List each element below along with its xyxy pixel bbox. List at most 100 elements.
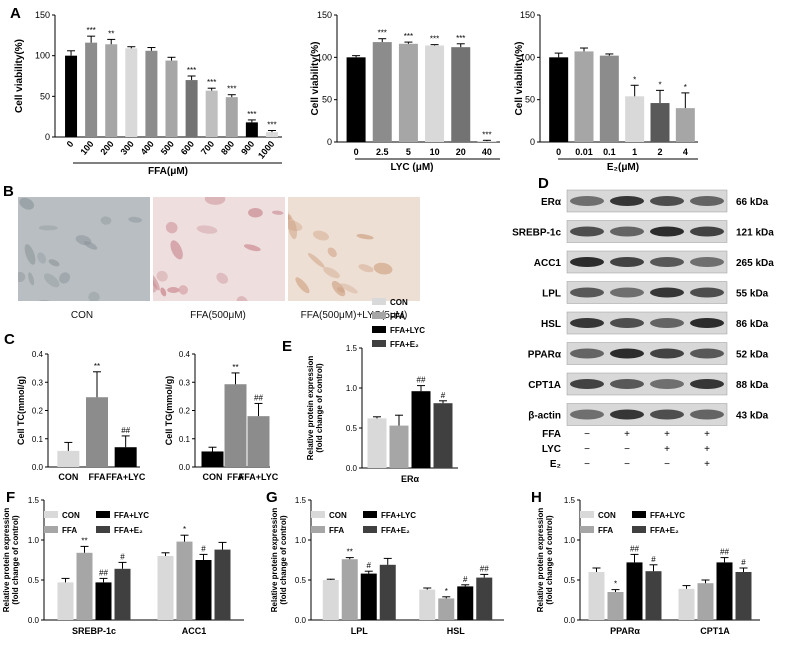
bar [419,589,436,620]
legend-swatch [372,312,386,319]
bar [205,90,218,137]
y-tick-label: 0.0 [564,616,576,625]
bar [379,564,396,620]
legend-label: FFA [329,526,344,535]
legend-swatch [580,526,594,533]
y-tick-label: 0.0 [179,463,191,472]
chart-A3: 0 50 100 150 Cell viability(%) 0 0.01 0.1 * 1 * 2 * 4… [514,10,698,173]
bar [341,559,358,620]
legend-label: FFA+E₂ [390,340,419,349]
blot-band [650,348,684,359]
blot-band [610,409,644,420]
protein-label: HSL [541,319,561,330]
significance-mark: * [658,80,661,89]
kda-label: 88 kDa [736,380,769,391]
y-tick-label: 100 [520,52,535,62]
blot-band [610,257,644,267]
cell [248,207,263,218]
kda-label: 55 kDa [736,289,769,300]
cell [196,225,218,234]
micrograph-background [288,197,420,301]
x-tick-label: PPARα [610,626,640,636]
y-tick-label: 0.3 [179,378,191,387]
y-tick-label: 0.0 [295,616,307,625]
blot-band [610,226,644,237]
kda-label: 43 kDa [736,411,769,422]
blot-band [690,348,724,359]
blot-band [650,226,684,237]
cell [170,240,183,260]
cell [295,277,310,294]
x-tick-label: 0 [65,139,76,149]
blot-strip [566,342,728,365]
blot-strip [566,311,728,335]
bar [607,592,624,620]
blot-band [570,348,604,359]
legend-label: FFA [598,526,613,535]
y-tick-label: 1.5 [564,496,576,505]
x-tick-label: 100 [78,139,95,157]
blot-band [650,318,684,328]
blot-band [650,196,684,206]
kda-label: 265 kDa [736,258,774,269]
significance-mark: ## [254,393,263,402]
x-tick-label: 1000 [256,139,277,161]
condition-label: E₂ [550,459,561,470]
y-axis-label: Cell viability(%) [514,42,525,116]
cell [28,272,35,286]
bar [389,425,409,468]
panel-label: B [3,183,14,200]
blot-strip [566,403,728,426]
significance-mark: *** [378,29,387,38]
x-tick-label: 0.01 [575,147,593,157]
blot-strip [566,281,728,304]
y-tick-label: 0.5 [564,576,576,585]
cell [167,287,180,293]
y-tick-label: 0.4 [32,350,44,359]
legend-swatch [44,526,58,533]
blot-band [690,318,724,328]
western-blot: ERα 66 kDa SREBP-1c 121 kDa ACC1 265 kDa LPL 55… [512,189,774,470]
legend-label: CON [598,511,616,520]
bar [165,60,178,138]
x-tick-label: 600 [179,139,196,157]
bar [360,573,377,620]
significance-mark: *** [482,130,491,139]
cell [373,262,393,275]
significance-mark: ## [480,564,489,573]
x-tick-label: HSL [447,626,466,636]
bar [372,42,392,142]
significance-mark: ** [108,29,114,38]
x-axis-label: FFA(μM) [148,166,188,177]
x-tick-label: 20 [456,147,466,157]
blot-band [610,379,644,389]
blot-band [570,318,604,328]
blot-band [610,287,644,298]
y-axis-label: Cell TG(mmol/g) [164,376,174,446]
significance-mark: # [741,558,746,567]
bar [57,450,80,467]
condition-mark: − [624,459,630,470]
significance-mark: * [614,580,617,589]
bar [367,418,387,468]
x-tick-label: 1 [632,147,637,157]
legend-swatch [363,526,377,533]
x-tick-label: 4 [683,147,688,157]
legend-swatch [580,511,594,518]
y-tick-label: 150 [317,10,332,20]
bar [95,582,112,620]
y-axis-label: Relative protein expression [2,508,11,613]
cell [15,271,26,283]
condition-mark: + [664,444,670,455]
condition-mark: − [584,459,590,470]
panel-label: F [6,489,15,506]
legend-swatch [311,511,325,518]
condition-label: FFA [542,429,561,440]
blot-band [690,257,724,267]
x-tick-label: CON [58,472,78,482]
y-tick-label: 0.1 [179,435,191,444]
bar [245,122,258,137]
cell [307,253,325,268]
bar [201,451,224,467]
cell [19,197,35,210]
